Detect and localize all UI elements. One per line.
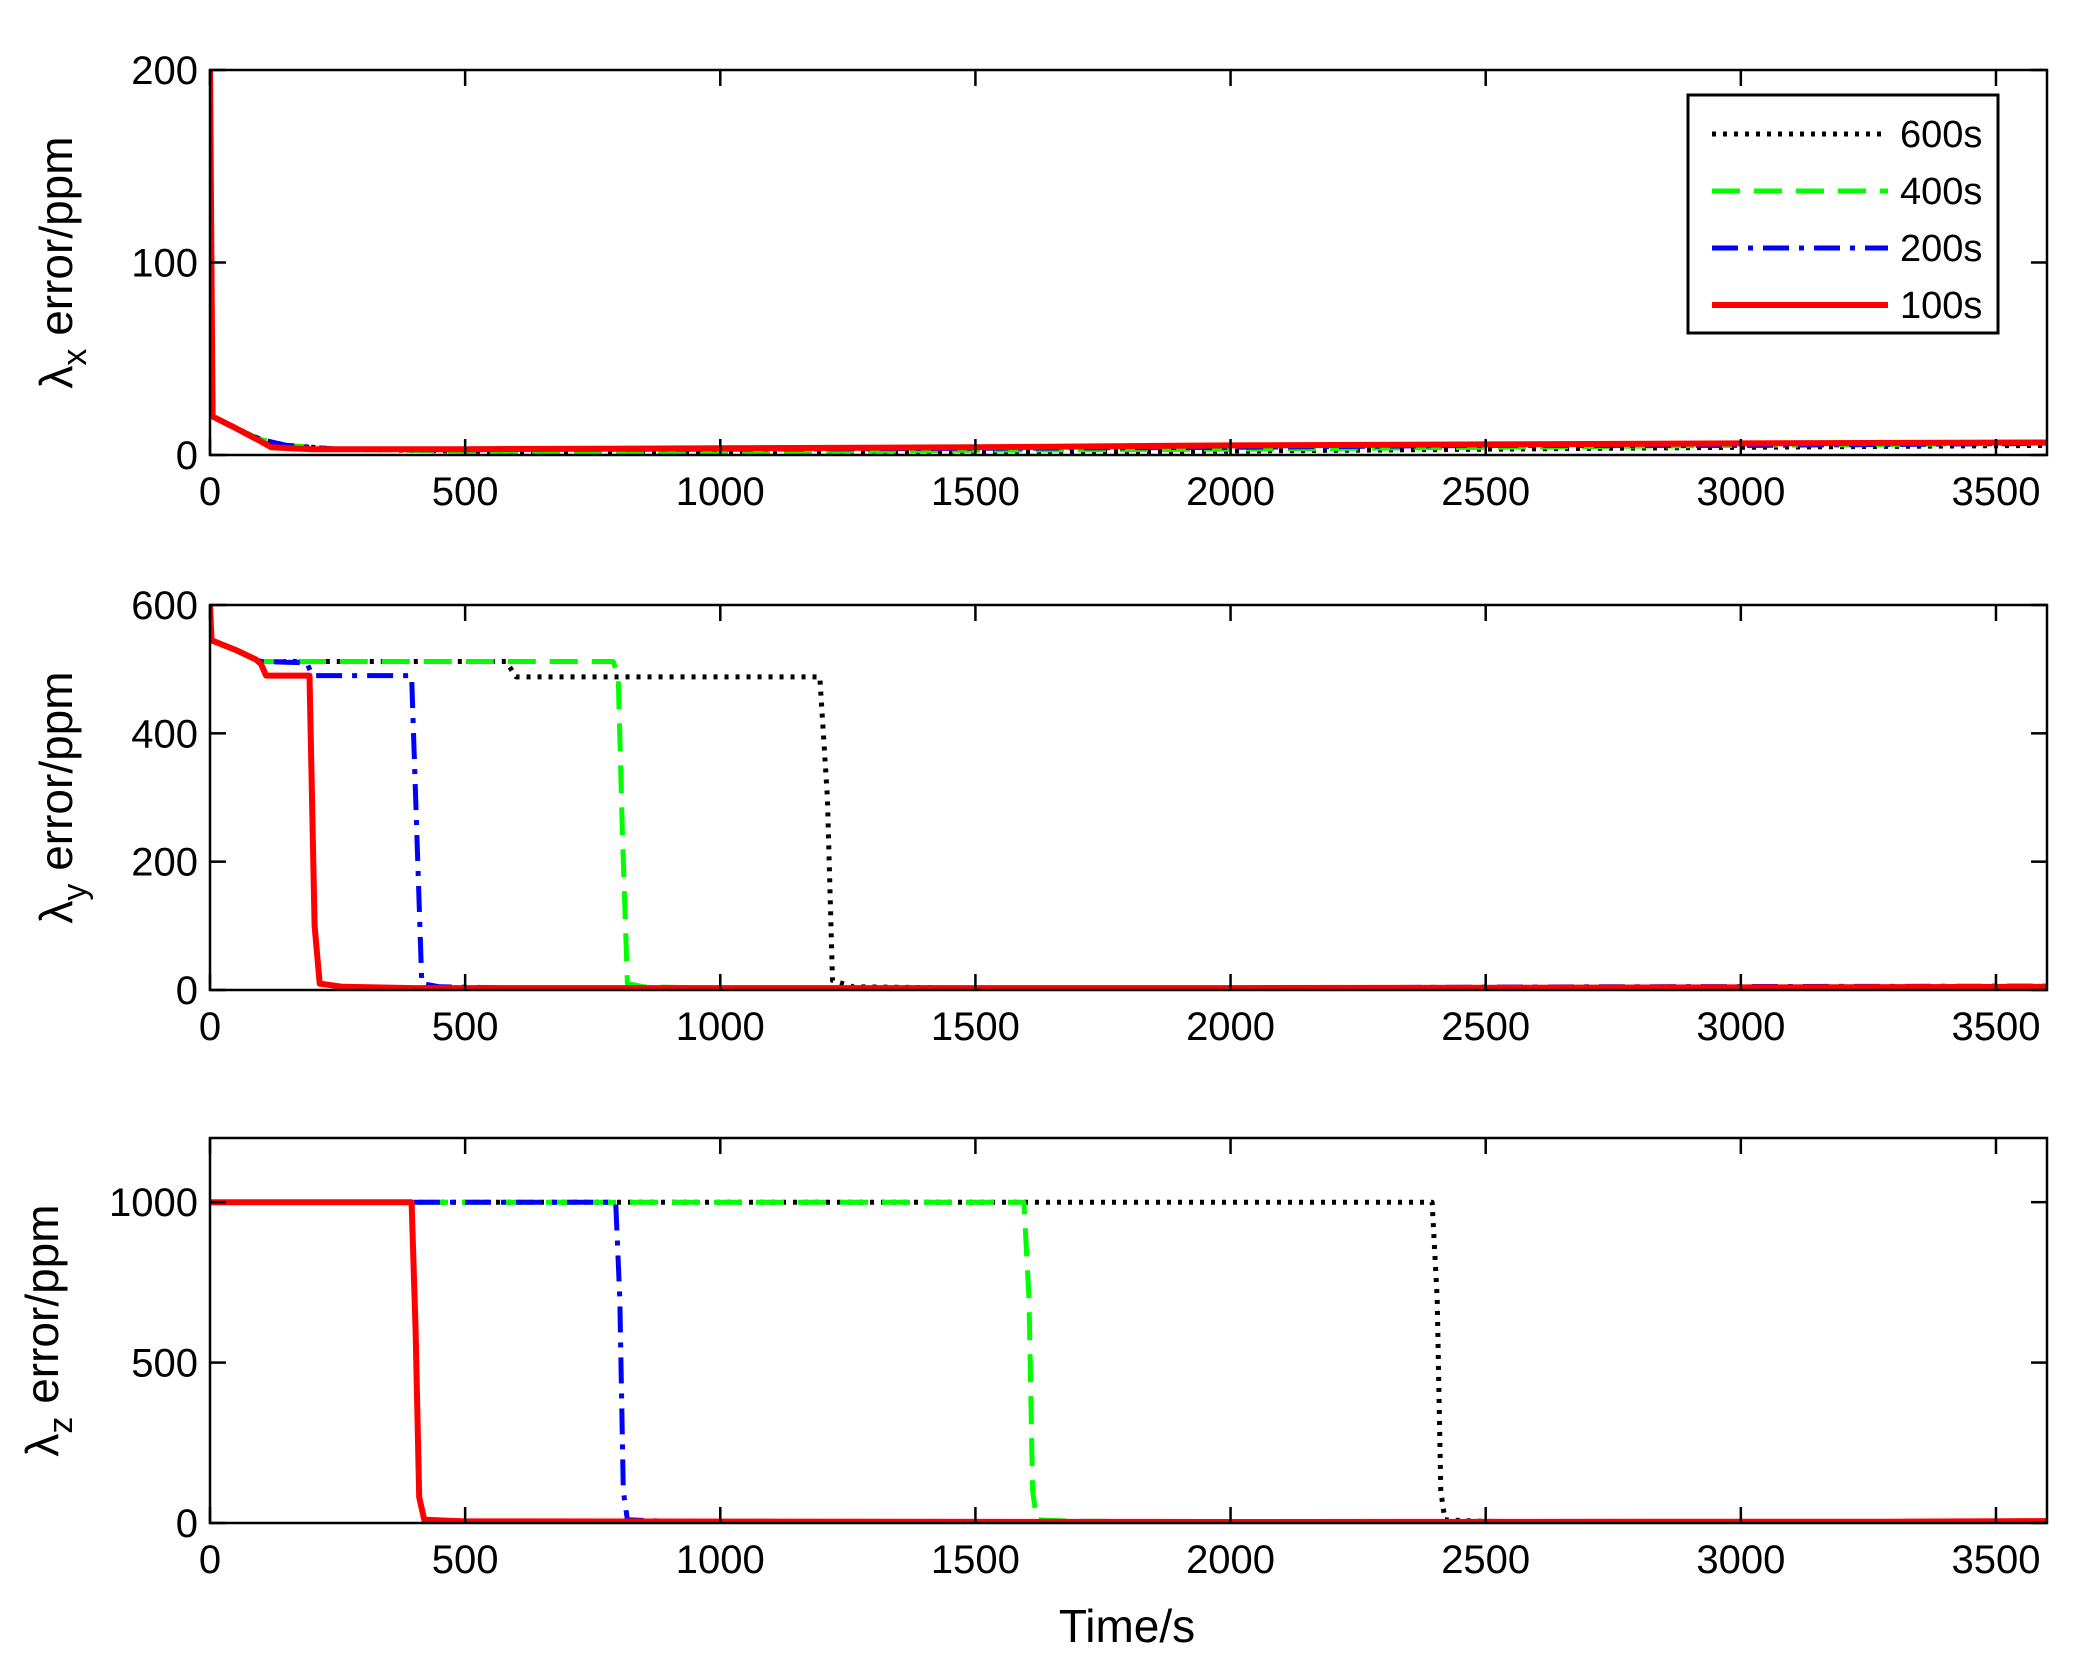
x-tick-label: 500 [432, 1005, 499, 1049]
x-tick-label: 0 [199, 1005, 221, 1049]
x-tick-label: 2500 [1441, 470, 1530, 514]
x-tick-label: 500 [432, 1538, 499, 1582]
x-tick-label: 3500 [1951, 1005, 2040, 1049]
x-tick-label: 1000 [676, 1538, 765, 1582]
x-tick-label: 1000 [676, 1005, 765, 1049]
y-tick-label: 600 [131, 584, 198, 628]
x-tick-label: 1500 [931, 1538, 1020, 1582]
y-label-subscript: y [56, 884, 94, 901]
axes-frame [208, 1136, 2049, 1525]
x-tick-label: 500 [432, 470, 499, 514]
legend-label-400s: 400s [1900, 171, 1982, 213]
x-tick-label: 1000 [676, 470, 765, 514]
x-tick-label: 2000 [1186, 470, 1275, 514]
x-tick-label: 2500 [1441, 1538, 1530, 1582]
series-line-100s [210, 1199, 2047, 1523]
y-label-text: error/ppm [16, 1204, 68, 1416]
y-label-text: error/ppm [30, 671, 82, 883]
series-line-400s [210, 605, 2047, 990]
x-tick-label: 3500 [1951, 470, 2040, 514]
series-group [210, 605, 2047, 990]
y-axis-label: λy error/ppm [30, 671, 94, 923]
subplot-2: 0 500 1000 1500 2000 2500 3000 3500 0 200 400 600 λy… [30, 584, 2049, 1049]
series-group [210, 1199, 2047, 1523]
legend: 600s 400s 200s 100s [1686, 93, 2000, 335]
y-label-symbol: λ [30, 366, 82, 389]
legend-label-200s: 200s [1900, 228, 1982, 270]
y-tick-label: 0 [176, 969, 198, 1013]
x-tick-label: 2000 [1186, 1005, 1275, 1049]
y-label-text: error/ppm [30, 136, 82, 348]
y-tick-label: 400 [131, 712, 198, 756]
y-tick-label: 500 [131, 1342, 198, 1386]
subplot-1: 0 500 1000 1500 2000 2500 3000 3500 0 100 200 λx er… [30, 49, 2049, 514]
x-tick-label: 0 [199, 1538, 221, 1582]
y-label-symbol: λ [16, 1434, 68, 1457]
y-label-subscript: x [56, 349, 94, 366]
x-tick-label: 2000 [1186, 1538, 1275, 1582]
y-label-subscript: z [42, 1417, 80, 1434]
y-tick-label: 100 [131, 242, 198, 286]
x-tick-label: 0 [199, 470, 221, 514]
y-tick-label: 0 [176, 434, 198, 478]
legend-label-600s: 600s [1900, 114, 1982, 156]
y-tick-label: 0 [176, 1502, 198, 1546]
series-line-200s [210, 1199, 2047, 1523]
series-line-600s [210, 1199, 2047, 1523]
x-axis-label: Time/s [1059, 1600, 1195, 1652]
subplot-3: 0 500 1000 1500 2000 2500 3000 3500 0 500 1000 λz e… [16, 1136, 2049, 1582]
x-tick-label: 3000 [1696, 1538, 1785, 1582]
axes-frame [208, 603, 2049, 992]
legend-entries: 600s 400s 200s 100s [1712, 114, 1982, 327]
x-tick-label: 3500 [1951, 1538, 2040, 1582]
x-tick-label: 3000 [1696, 1005, 1785, 1049]
x-tick-label: 1500 [931, 470, 1020, 514]
y-tick-label: 200 [131, 49, 198, 93]
legend-box [1686, 93, 2000, 335]
y-tick-label: 200 [131, 841, 198, 885]
legend-label-100s: 100s [1900, 285, 1982, 327]
series-line-100s [210, 605, 2047, 990]
y-label-symbol: λ [30, 901, 82, 924]
x-tick-label: 3000 [1696, 470, 1785, 514]
y-axis-label: λz error/ppm [16, 1204, 80, 1456]
x-tick-label: 1500 [931, 1005, 1020, 1049]
y-tick-label: 1000 [109, 1181, 198, 1225]
y-axis-label: λx error/ppm [30, 136, 94, 388]
series-line-400s [210, 1199, 2047, 1523]
x-tick-label: 2500 [1441, 1005, 1530, 1049]
